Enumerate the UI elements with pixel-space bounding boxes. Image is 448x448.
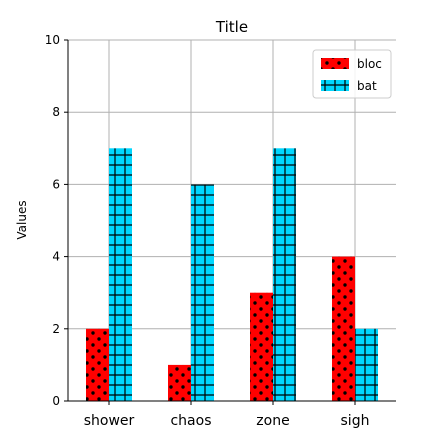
legend-swatch-bloc	[321, 58, 349, 69]
bars	[86, 148, 378, 401]
y-tick-label: 6	[52, 177, 60, 191]
y-tick-label: 10	[45, 33, 60, 47]
x-tick-label: sigh	[341, 413, 370, 429]
x-tick-label: chaos	[170, 413, 211, 429]
chart-title: Title	[215, 18, 248, 36]
legend-swatch-bat	[321, 80, 349, 91]
x-tick-label: zone	[256, 413, 289, 429]
y-tick-label: 2	[52, 322, 60, 336]
y-tick-label: 8	[52, 105, 60, 119]
y-tick-label: 0	[52, 394, 60, 408]
bar-bat-sigh	[355, 328, 378, 401]
bar-bloc-zone	[250, 292, 273, 401]
x-tick-label: shower	[84, 413, 135, 429]
bar-bat-zone	[273, 148, 296, 401]
bar-bat-shower	[109, 148, 132, 401]
legend-label-bat: bat	[357, 79, 377, 93]
bar-bloc-chaos	[168, 364, 191, 401]
bar-bloc-sigh	[332, 256, 355, 401]
legend-label-bloc: bloc	[357, 57, 382, 71]
y-tick-label: 4	[52, 250, 60, 264]
bar-bat-chaos	[191, 184, 214, 401]
legend: bloc bat	[312, 49, 392, 99]
bar-bloc-shower	[86, 328, 109, 401]
y-axis-title: Values	[15, 200, 29, 239]
axes: 0 2 4 6 8 10 shower chaos zone sigh	[45, 33, 396, 429]
